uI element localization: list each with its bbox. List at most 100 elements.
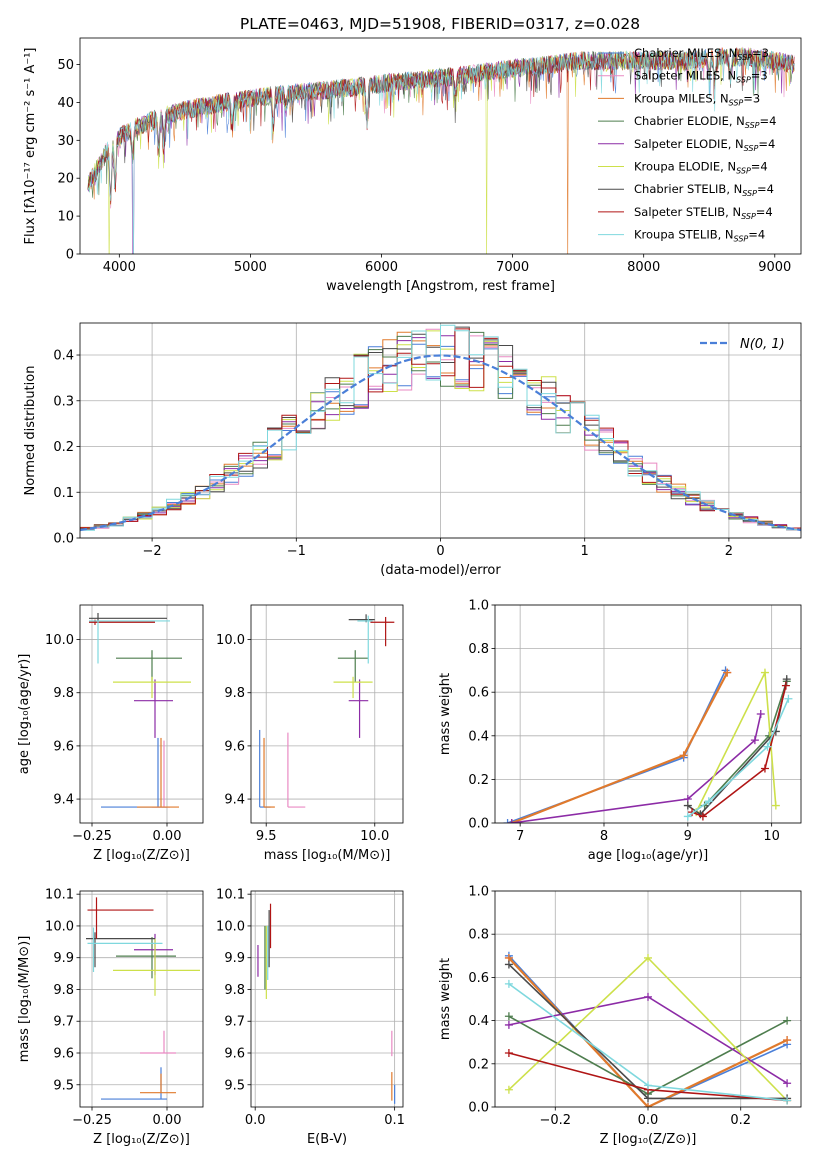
x-tick-label: 0.0 xyxy=(245,1113,266,1128)
axes-frame xyxy=(494,604,802,824)
x-tick-label: 0.0 xyxy=(638,1113,659,1128)
y-axis-label: age [log₁₀(age/yr)] xyxy=(17,654,32,775)
panel-age-vs-Z: −0.25 0.00 9.4 9.6 9.8 10.0 Z [log₁₀(Z/Z⊙)] age… xyxy=(17,604,204,863)
weight-marker xyxy=(644,1094,652,1103)
y-tick-label: 10.0 xyxy=(216,633,245,648)
histogram-step xyxy=(80,324,801,532)
legend-entry: Salpeter MILES, NSSP=3 xyxy=(634,69,768,85)
y-tick-label: 0.0 xyxy=(468,1101,489,1116)
panel-weight-vs-age: 7 8 9 10 0.0 0.2 0.4 0.6 0.8 1.0 age [log₁₀(age/yr… xyxy=(438,599,802,863)
figure-title: PLATE=0463, MJD=51908, FIBERID=0317, z=0… xyxy=(240,15,640,33)
y-tick-label: 10.1 xyxy=(45,888,74,903)
y-tick-label: 1.0 xyxy=(468,599,489,614)
y-tick-label: 0.0 xyxy=(53,532,74,547)
panel-residuals: −2 −1 0 1 2 0.0 0.1 0.2 0.3 0.4 (data-model)/error… xyxy=(23,322,802,578)
x-tick-label: 7000 xyxy=(496,260,529,275)
x-tick-label: 8 xyxy=(600,829,608,844)
axes-frame xyxy=(79,322,802,539)
y-tick-label: 0.4 xyxy=(468,729,489,744)
legend-entry: N(0, 1) xyxy=(740,337,785,352)
x-tick-label: −1 xyxy=(287,544,306,559)
weight-line xyxy=(507,670,727,823)
y-tick-label: 9.6 xyxy=(53,739,74,754)
plot-area xyxy=(257,903,396,1104)
x-tick-label: 0.2 xyxy=(730,1113,751,1128)
y-tick-label: 0.2 xyxy=(53,440,74,455)
y-tick-label: 9.8 xyxy=(53,983,74,998)
x-tick-label: 9000 xyxy=(758,260,791,275)
y-tick-label: 0.8 xyxy=(468,642,489,657)
x-tick-label: 0.00 xyxy=(153,829,182,844)
x-tick-label: 10.0 xyxy=(360,829,389,844)
weight-line xyxy=(687,698,790,818)
weight-marker xyxy=(683,812,692,821)
weight-marker xyxy=(784,694,793,703)
weight-marker xyxy=(760,764,769,773)
y-tick-label: 9.6 xyxy=(224,1047,245,1062)
y-tick-label: 9.8 xyxy=(224,686,245,701)
plot-area xyxy=(503,666,793,823)
weight-marker xyxy=(504,1012,513,1021)
weight-marker xyxy=(756,710,765,718)
x-axis-label: wavelength [Angstrom, rest frame] xyxy=(326,279,555,294)
x-tick-label: −2 xyxy=(143,544,162,559)
x-tick-label: −0.2 xyxy=(539,1113,571,1128)
spectrum-legend: Chabrier MILES, NSSP=3 Salpeter MILES, NS… xyxy=(598,46,776,244)
legend-entry: Kroupa STELIB, NSSP=4 xyxy=(634,228,765,244)
y-tick-label: 0.6 xyxy=(468,686,489,701)
panel-weight-vs-Z: −0.2 0.0 0.2 0.0 0.2 0.4 0.6 0.8 1.0 Z [log₁₀(Z/Z… xyxy=(438,885,802,1147)
y-tick-label: 0 xyxy=(66,248,74,263)
y-tick-label: 0.4 xyxy=(468,1014,489,1029)
weight-line xyxy=(511,672,728,823)
axes-frame xyxy=(79,604,204,824)
weight-line xyxy=(511,713,762,823)
y-axis-label: mass weight xyxy=(438,958,453,1040)
y-tick-label: 9.4 xyxy=(53,793,74,808)
panel-spectrum: 4000 5000 6000 7000 8000 9000 0 10 20 30 40 50 wavel… xyxy=(23,37,802,294)
x-axis-label: Z [log₁₀(Z/Z⊙)] xyxy=(93,848,190,863)
normal-reference-curve xyxy=(80,354,801,532)
x-tick-label: 10 xyxy=(763,829,780,844)
y-axis-label: mass [log₁₀(M/M⊙)] xyxy=(17,936,32,1063)
x-tick-label: 8000 xyxy=(627,260,660,275)
y-tick-label: 9.8 xyxy=(224,983,245,998)
weight-marker xyxy=(644,953,652,962)
y-tick-label: 9.5 xyxy=(224,1078,245,1093)
weight-marker xyxy=(760,668,769,677)
weight-marker xyxy=(783,1079,792,1088)
y-tick-label: 10.1 xyxy=(216,888,245,903)
panel-mass-vs-EBV: 0.0 0.1 9.5 9.6 9.7 9.8 9.9 10.0 10.1 E(B-V) xyxy=(216,888,405,1147)
y-tick-label: 0.6 xyxy=(468,971,489,986)
axes-frame xyxy=(494,890,802,1108)
y-tick-label: 9.6 xyxy=(53,1047,74,1062)
axes-frame xyxy=(79,37,802,255)
x-axis-label: Z [log₁₀(Z/Z⊙)] xyxy=(93,1132,190,1147)
y-axis-label: mass weight xyxy=(438,673,453,755)
y-tick-label: 10.0 xyxy=(45,919,74,934)
weight-marker xyxy=(644,1103,652,1107)
x-axis-label: age [log₁₀(age/yr)] xyxy=(588,848,709,863)
plot-area xyxy=(86,897,200,1100)
x-tick-label: 7 xyxy=(516,829,524,844)
y-tick-label: 30 xyxy=(57,134,74,149)
gridlines xyxy=(251,891,403,1107)
y-tick-label: 9.7 xyxy=(53,1015,74,1030)
weight-marker xyxy=(783,1036,792,1045)
y-tick-label: 40 xyxy=(57,96,74,111)
y-tick-label: 0.4 xyxy=(53,349,74,364)
weight-marker xyxy=(723,668,732,677)
y-tick-label: 9.4 xyxy=(224,793,245,808)
legend-entry: Salpeter STELIB, NSSP=4 xyxy=(634,205,773,221)
x-tick-label: 4000 xyxy=(103,260,136,275)
weight-marker xyxy=(750,736,759,745)
x-tick-label: −0.25 xyxy=(72,1113,112,1128)
legend-entry: Chabrier STELIB, NSSP=4 xyxy=(634,182,774,198)
y-tick-label: 0.1 xyxy=(53,486,74,501)
plot-area xyxy=(259,614,395,808)
x-tick-label: 6000 xyxy=(365,260,398,275)
y-axis-label: Flux [fλ10⁻¹⁷ erg cm⁻² s⁻¹ A⁻¹] xyxy=(23,48,38,245)
weight-marker xyxy=(782,675,791,684)
y-tick-label: 10.0 xyxy=(216,919,245,934)
weight-marker xyxy=(698,812,707,821)
